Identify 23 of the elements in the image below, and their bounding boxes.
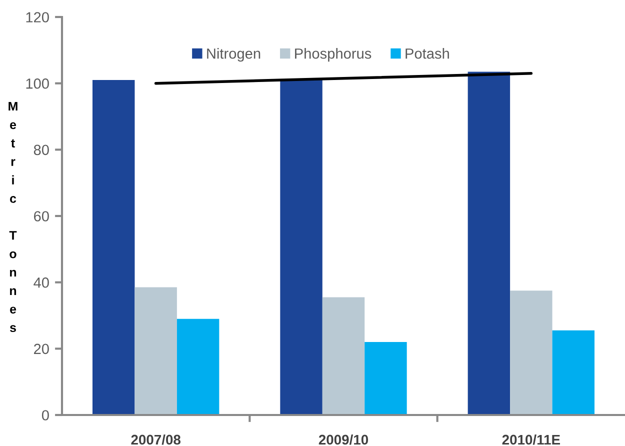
- x-tick-label: 2010/11E: [502, 434, 560, 445]
- bar: [364, 342, 407, 415]
- legend-label: Nitrogen: [207, 48, 260, 62]
- bar: [176, 318, 220, 415]
- y-tick-label: 60: [34, 211, 49, 222]
- y-tick-label: 100: [26, 78, 49, 89]
- y-tick-label: 80: [34, 144, 49, 156]
- legend-label: Phosphorus: [295, 48, 372, 62]
- y-tick-label: 20: [34, 344, 49, 354]
- bar: [510, 290, 552, 415]
- y-tick-label: 0: [42, 410, 49, 420]
- bar: [92, 80, 135, 415]
- bar: [280, 80, 322, 415]
- bar: [322, 297, 365, 415]
- y-tick-label: 120: [26, 12, 49, 22]
- legend-label: Potash: [406, 48, 449, 59]
- y-tick-label: 40: [34, 277, 49, 288]
- x-tick-label: 2009/10: [318, 434, 368, 445]
- bar: [134, 287, 177, 415]
- bar: [468, 72, 510, 415]
- x-tick-label: 2007/08: [131, 434, 181, 445]
- bar: [552, 330, 595, 415]
- text: Metric Tonnes: [8, 102, 18, 332]
